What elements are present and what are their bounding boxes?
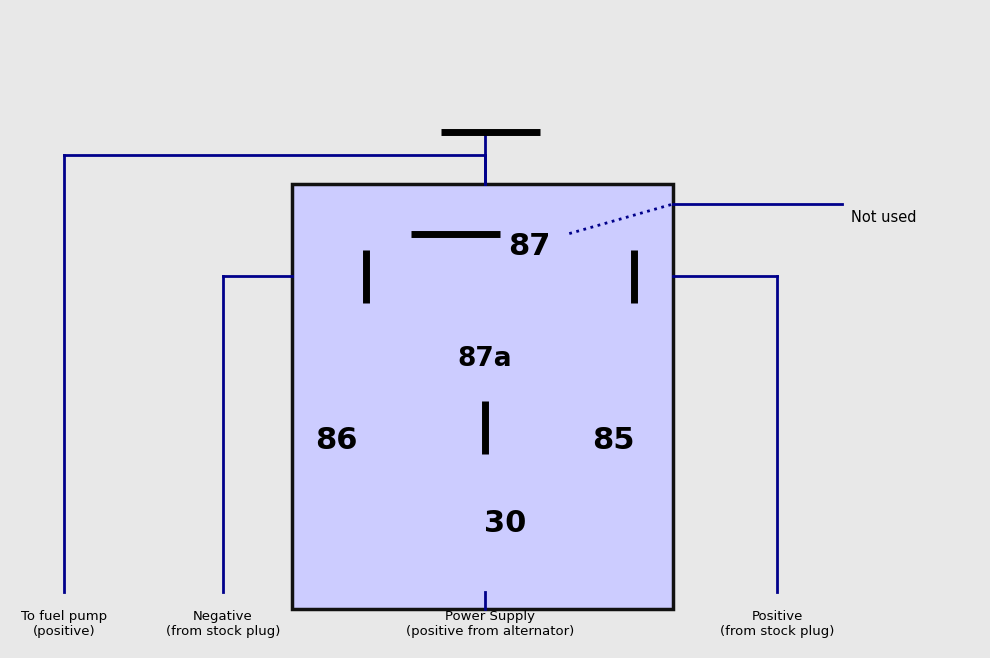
Text: Power Supply
(positive from alternator): Power Supply (positive from alternator): [406, 610, 574, 638]
Text: 86: 86: [316, 426, 357, 455]
Text: 87a: 87a: [457, 345, 513, 372]
Text: Negative
(from stock plug): Negative (from stock plug): [165, 610, 280, 638]
Text: 30: 30: [484, 509, 526, 538]
Text: 87: 87: [509, 232, 550, 261]
Text: To fuel pump
(positive): To fuel pump (positive): [22, 610, 107, 638]
Text: Not used: Not used: [851, 210, 917, 224]
Text: Positive
(from stock plug): Positive (from stock plug): [720, 610, 835, 638]
Bar: [292, 184, 673, 609]
Text: 85: 85: [593, 426, 635, 455]
